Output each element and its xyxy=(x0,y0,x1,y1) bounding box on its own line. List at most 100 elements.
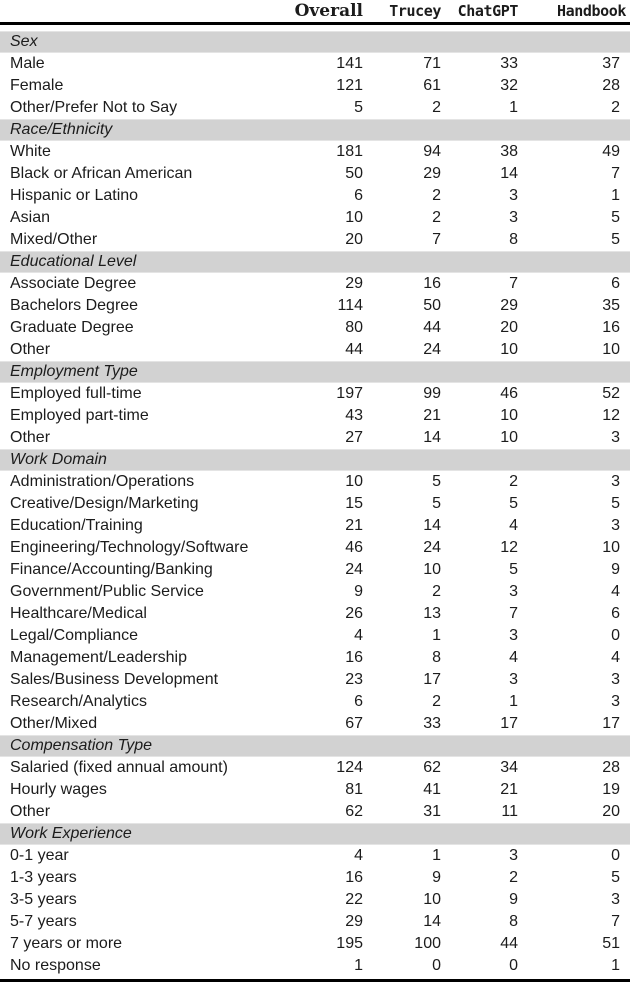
value-cell: 21 xyxy=(500,781,518,798)
value-cell: 6 xyxy=(611,275,620,292)
col-header-handbook: Handbook xyxy=(520,0,630,25)
value-cell: 114 xyxy=(337,297,363,314)
table-row: Bachelors Degree 114 50 29 35 xyxy=(0,295,630,317)
value-cell: 49 xyxy=(602,143,620,160)
value-cell: 94 xyxy=(423,143,441,160)
table-row: Healthcare/Medical 26 13 7 6 xyxy=(0,603,630,625)
value-cell: 3 xyxy=(509,627,518,644)
table-row: Sales/Business Development 23 17 3 3 xyxy=(0,669,630,691)
value-cell: 121 xyxy=(336,77,363,94)
value-cell: 3 xyxy=(509,209,518,226)
row-label: Engineering/Technology/Software xyxy=(10,539,249,556)
section-header-row: Work Experience xyxy=(0,823,630,845)
row-label: 7 years or more xyxy=(10,935,123,952)
section-title: Educational Level xyxy=(0,251,630,273)
value-cell: 3 xyxy=(509,583,518,600)
value-cell: 44 xyxy=(500,935,518,952)
value-cell: 21 xyxy=(345,517,363,534)
value-cell: 3 xyxy=(611,693,620,710)
table-header: Overall Trucey ChatGPT Handbook xyxy=(0,0,630,25)
table-row: White 181 94 38 49 xyxy=(0,141,630,163)
table-row: Management/Leadership 16 8 4 4 xyxy=(0,647,630,669)
row-label: 1-3 years xyxy=(10,869,77,886)
row-label: Education/Training xyxy=(10,517,143,534)
value-cell: 10 xyxy=(423,891,441,908)
value-cell: 71 xyxy=(423,55,441,72)
value-cell: 2 xyxy=(509,473,518,490)
value-cell: 5 xyxy=(509,495,518,512)
value-cell: 7 xyxy=(509,275,518,292)
value-cell: 37 xyxy=(602,55,620,72)
row-label: Other/Prefer Not to Say xyxy=(10,99,178,116)
section-header-row: Race/Ethnicity xyxy=(0,119,630,141)
value-cell: 50 xyxy=(345,165,363,182)
table-row: Hourly wages 81 41 21 19 xyxy=(0,779,630,801)
table-row: Government/Public Service 9 2 3 4 xyxy=(0,581,630,603)
value-cell: 24 xyxy=(345,561,363,578)
value-cell: 21 xyxy=(423,407,441,424)
value-cell: 8 xyxy=(432,649,441,666)
row-label: Mixed/Other xyxy=(10,231,98,248)
value-cell: 4 xyxy=(509,517,518,534)
table-row: Education/Training 21 14 4 3 xyxy=(0,515,630,537)
row-label: Administration/Operations xyxy=(10,473,195,490)
value-cell: 13 xyxy=(423,605,441,622)
col-header-overall: Overall xyxy=(285,0,365,25)
value-cell: 0 xyxy=(432,957,441,974)
table-row: Engineering/Technology/Software 46 24 12 10 xyxy=(0,537,630,559)
value-cell: 2 xyxy=(432,693,441,710)
value-cell: 29 xyxy=(345,275,363,292)
value-cell: 24 xyxy=(423,341,441,358)
value-cell: 44 xyxy=(423,319,441,336)
value-cell: 2 xyxy=(432,99,441,116)
table-row: Mixed/Other 20 7 8 5 xyxy=(0,229,630,251)
table-row: Female 121 61 32 28 xyxy=(0,75,630,97)
value-cell: 2 xyxy=(432,583,441,600)
row-label: Government/Public Service xyxy=(10,583,204,600)
value-cell: 67 xyxy=(345,715,363,732)
row-label: Male xyxy=(10,55,45,72)
table-row: Other 62 31 11 20 xyxy=(0,801,630,823)
value-cell: 10 xyxy=(602,539,620,556)
value-cell: 9 xyxy=(432,869,441,886)
value-cell: 1 xyxy=(611,957,620,974)
value-cell: 62 xyxy=(423,759,441,776)
value-cell: 27 xyxy=(345,429,363,446)
row-label: Asian xyxy=(10,209,51,226)
value-cell: 34 xyxy=(500,759,518,776)
value-cell: 3 xyxy=(509,671,518,688)
value-cell: 7 xyxy=(611,913,620,930)
value-cell: 24 xyxy=(423,539,441,556)
table-row: Employed part-time 43 21 10 12 xyxy=(0,405,630,427)
table-row: Administration/Operations 10 5 2 3 xyxy=(0,471,630,493)
value-cell: 10 xyxy=(345,209,363,226)
value-cell: 5 xyxy=(611,209,620,226)
value-cell: 28 xyxy=(602,77,620,94)
table-row: Research/Analytics 6 2 1 3 xyxy=(0,691,630,713)
row-label: Salaried (fixed annual amount) xyxy=(10,759,228,776)
value-cell: 5 xyxy=(432,495,441,512)
row-label: Other xyxy=(10,341,51,358)
value-cell: 6 xyxy=(611,605,620,622)
row-label: Bachelors Degree xyxy=(10,297,139,314)
value-cell: 81 xyxy=(345,781,363,798)
value-cell: 14 xyxy=(423,429,441,446)
row-label: Research/Analytics xyxy=(10,693,147,710)
value-cell: 8 xyxy=(509,231,518,248)
value-cell: 195 xyxy=(336,935,363,952)
value-cell: 12 xyxy=(500,539,518,556)
value-cell: 50 xyxy=(423,297,441,314)
section-title: Work Domain xyxy=(0,449,630,471)
section-header-row: Work Domain xyxy=(0,449,630,471)
value-cell: 15 xyxy=(345,495,363,512)
section-header-row: Educational Level xyxy=(0,251,630,273)
row-label: Graduate Degree xyxy=(10,319,134,336)
value-cell: 46 xyxy=(500,385,518,402)
value-cell: 4 xyxy=(611,583,620,600)
value-cell: 10 xyxy=(500,341,518,358)
table-row: Other/Mixed 67 33 17 17 xyxy=(0,713,630,735)
value-cell: 14 xyxy=(423,913,441,930)
value-cell: 1 xyxy=(354,957,363,974)
table-row: Creative/Design/Marketing 15 5 5 5 xyxy=(0,493,630,515)
row-label: 0-1 year xyxy=(10,847,69,864)
